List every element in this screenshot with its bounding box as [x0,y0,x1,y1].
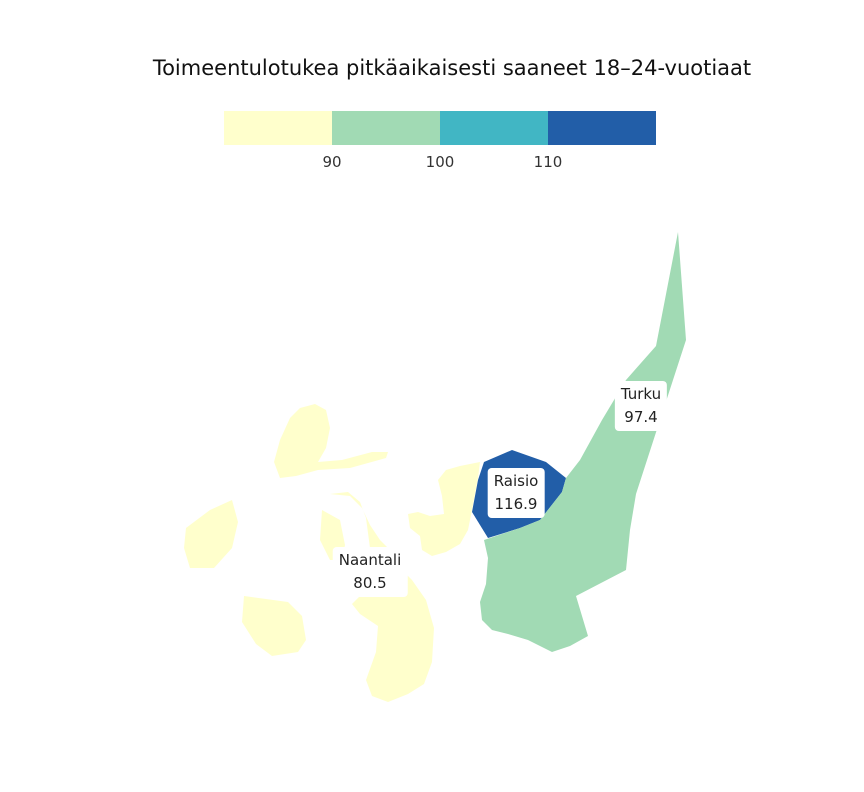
label-turku: Turku 97.4 [614,381,668,431]
label-raisio: Raisio 116.9 [487,468,545,518]
label-naantali-name: Naantali [338,551,402,569]
label-raisio-value: 116.9 [494,495,538,513]
legend-break-2: 100 [425,153,455,171]
label-naantali: Naantali 80.5 [332,547,408,597]
map-title: Toimeentulotukea pitkäaikaisesti saaneet… [152,56,752,80]
label-turku-value: 97.4 [624,408,658,426]
legend-bin-4 [548,111,656,145]
label-raisio-name: Raisio [493,472,539,490]
region-naantali[interactable] [184,404,480,702]
legend-break-1: 90 [322,153,342,171]
region-turku[interactable] [480,232,686,652]
label-turku-name: Turku [620,385,662,403]
legend-bin-1 [224,111,332,145]
label-naantali-value: 80.5 [353,574,387,592]
legend-break-3: 110 [533,153,563,171]
legend-bin-2 [332,111,440,145]
legend-bin-3 [440,111,548,145]
color-legend: 90 100 110 [224,111,656,171]
